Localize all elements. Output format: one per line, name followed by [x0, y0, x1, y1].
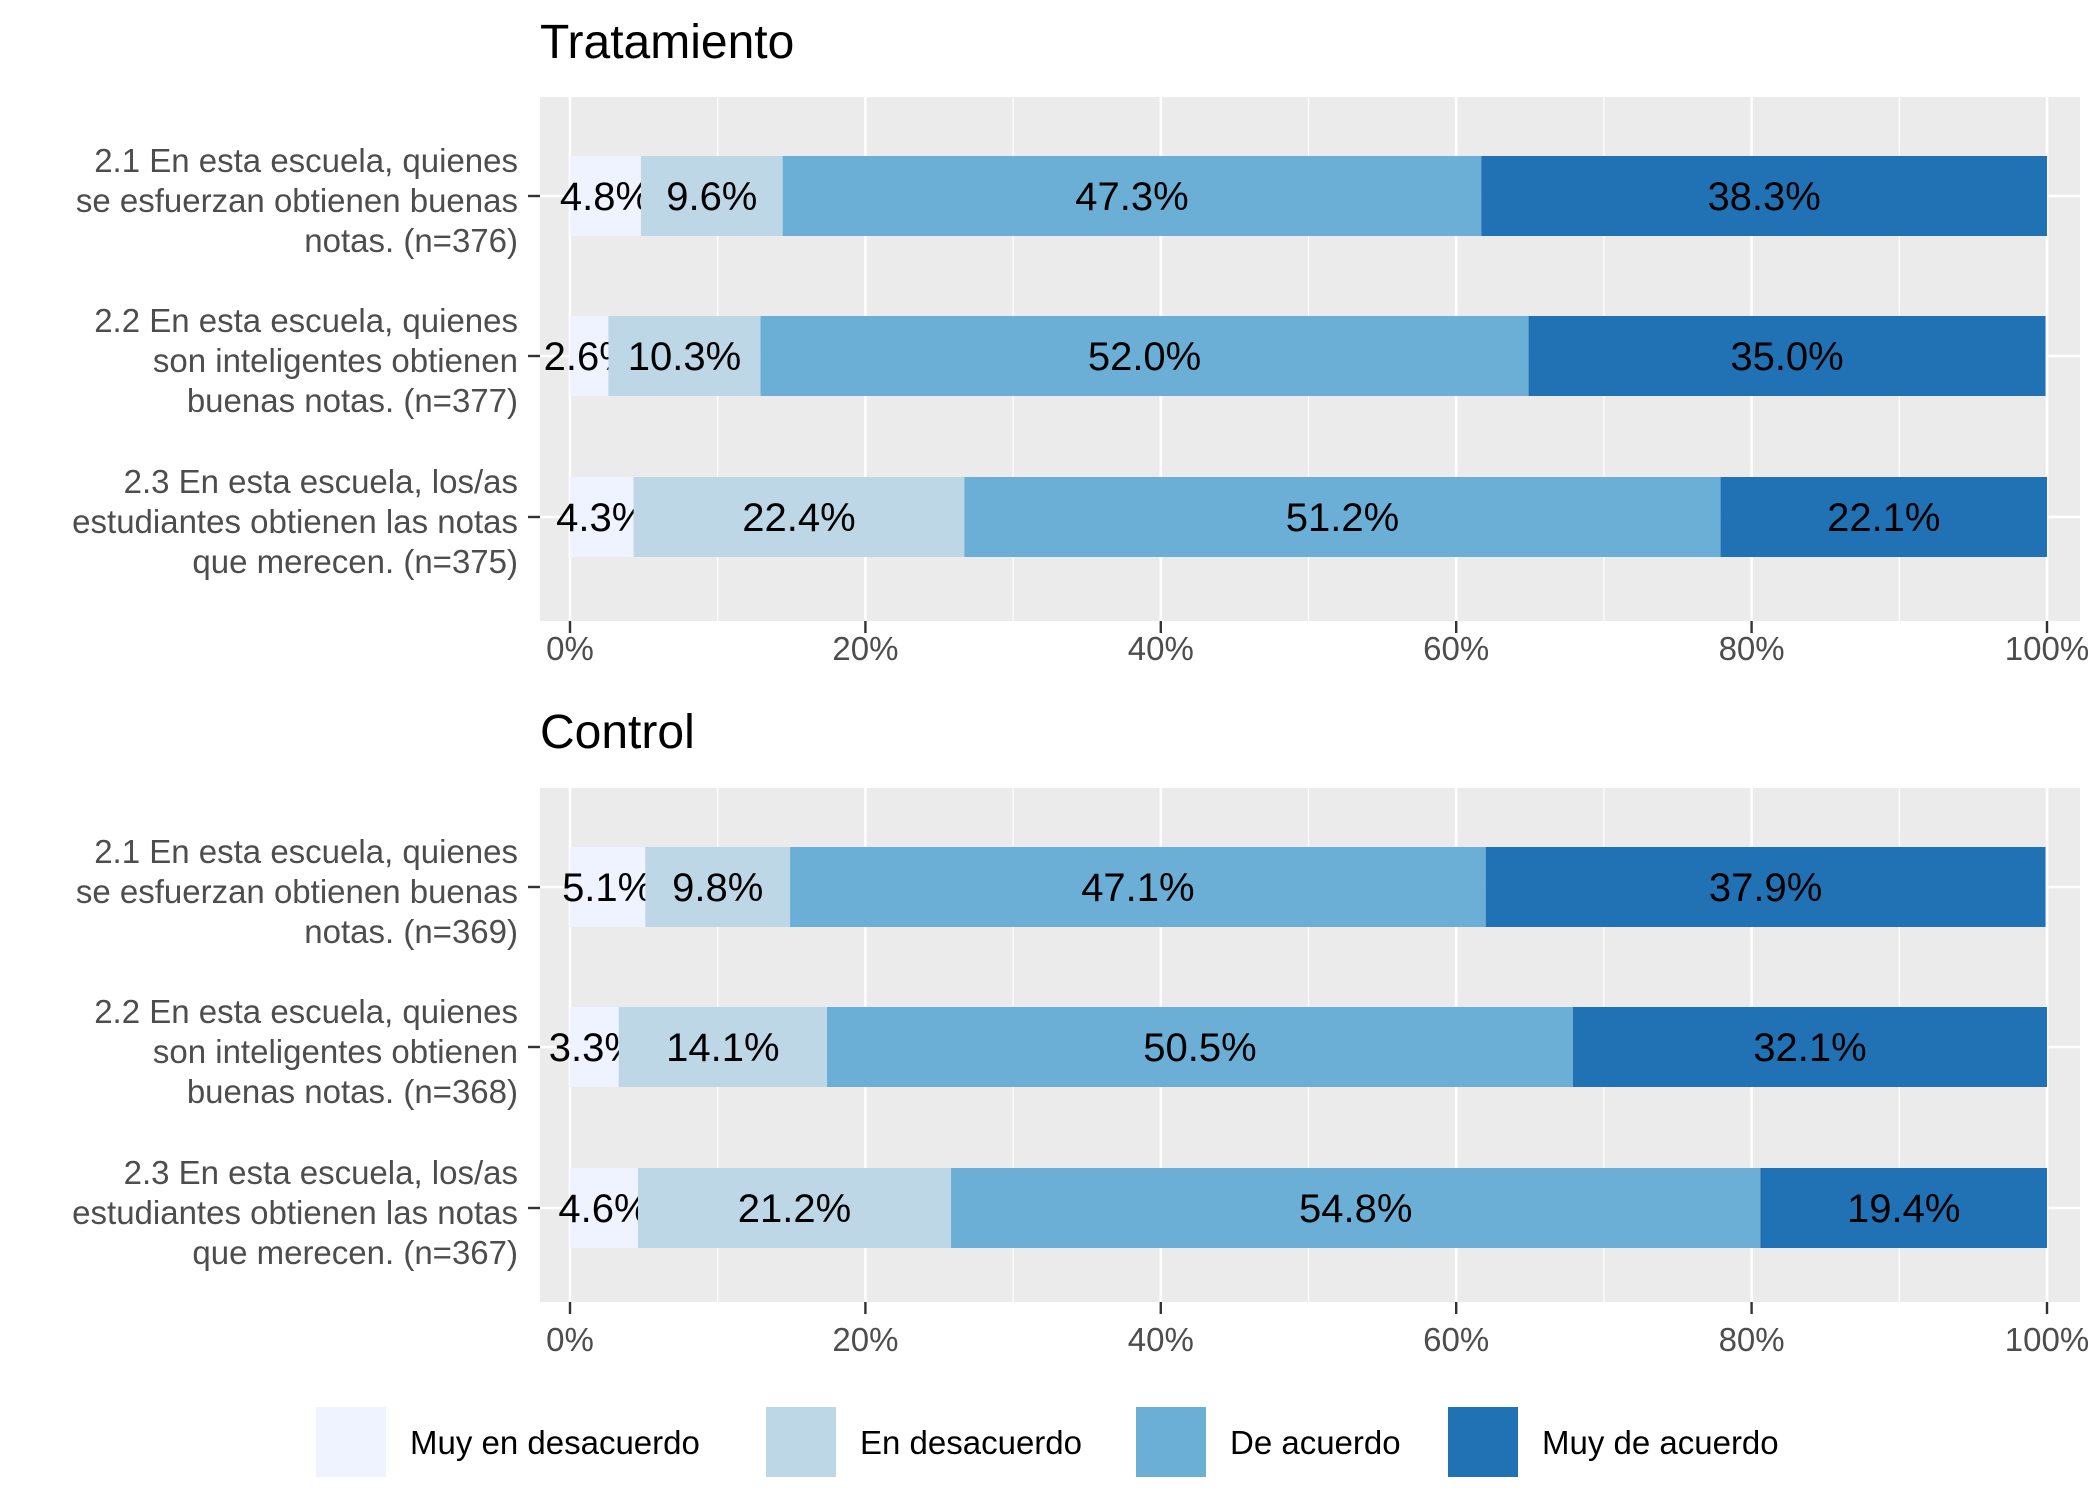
x-tick-label: 0% [546, 630, 594, 667]
data-label: 9.6% [666, 175, 757, 219]
bar-segment [570, 1168, 638, 1248]
legend-swatch [1446, 1405, 1520, 1479]
bar-segment [618, 1007, 827, 1087]
y-tick-label: 2.1 En esta escuela, quienes [94, 833, 518, 870]
y-tick-label: son inteligentes obtienen [153, 1033, 518, 1070]
legend-label: De acuerdo [1230, 1424, 1401, 1461]
bar-segment [790, 847, 1486, 927]
bar-segment [570, 156, 641, 236]
y-tick-label: 2.3 En esta escuela, los/as [124, 1154, 518, 1191]
data-label: 5.1% [562, 866, 653, 910]
bar-segment [640, 156, 783, 236]
bar-segment [608, 316, 761, 396]
data-label: 52.0% [1088, 335, 1201, 379]
bar-segment [782, 156, 1482, 236]
x-tick-label: 20% [832, 630, 898, 667]
data-label: 50.5% [1143, 1026, 1256, 1070]
legend-swatch [314, 1405, 388, 1479]
y-tick-label: buenas notas. (n=377) [187, 382, 518, 419]
y-tick-label: 2.2 En esta escuela, quienes [94, 993, 518, 1030]
legend-swatch [1134, 1405, 1208, 1479]
data-label: 4.8% [560, 175, 651, 219]
bar-segment [1481, 156, 2047, 236]
data-label: 19.4% [1847, 1187, 1960, 1231]
x-tick-label: 100% [2005, 1321, 2089, 1358]
bar-segment [826, 1007, 1573, 1087]
x-tick-label: 0% [546, 1321, 594, 1358]
bar-segment [951, 1168, 1761, 1248]
panel-control: Control 5.1% 9.8% 47.1% 37.9% 2.1 En esta esc… [72, 706, 2089, 1358]
y-tick-label: estudiantes obtienen las notas [72, 1194, 518, 1231]
data-label: 37.9% [1709, 866, 1822, 910]
data-label: 9.8% [672, 866, 763, 910]
x-tick-label: 40% [1128, 1321, 1194, 1358]
y-tick-label: buenas notas. (n=368) [187, 1073, 518, 1110]
y-tick-label: se esfuerzan obtienen buenas [76, 182, 518, 219]
panel-title: Tratamiento [540, 16, 794, 69]
y-tick-label: 2.3 En esta escuela, los/as [124, 463, 518, 500]
legend-label: En desacuerdo [860, 1424, 1082, 1461]
x-tick-label: 80% [1719, 630, 1785, 667]
bar-segment [645, 847, 791, 927]
y-tick-label: notas. (n=369) [304, 913, 518, 950]
data-label: 4.3% [556, 496, 647, 540]
data-label: 38.3% [1707, 175, 1820, 219]
data-label: 47.1% [1081, 866, 1194, 910]
bar-segment [570, 477, 634, 557]
x-tick-label: 60% [1423, 630, 1489, 667]
data-label: 21.2% [738, 1187, 851, 1231]
data-label: 35.0% [1730, 335, 1843, 379]
data-label: 22.4% [742, 496, 855, 540]
y-tick-label: que merecen. (n=367) [192, 1234, 518, 1271]
data-label: 32.1% [1753, 1026, 1866, 1070]
bar-segment [1485, 847, 2046, 927]
y-tick-label: son inteligentes obtienen [153, 342, 518, 379]
bar-segment [760, 316, 1529, 396]
data-label: 22.1% [1827, 496, 1940, 540]
data-label: 14.1% [666, 1026, 779, 1070]
x-tick-label: 60% [1423, 1321, 1489, 1358]
bar-segment [1572, 1007, 2047, 1087]
bar-segment [1760, 1168, 2047, 1248]
legend: Muy en desacuerdo En desacuerdo De acuerdo… [314, 1405, 1779, 1479]
panel-tratamiento: Tratamiento 4.8% 9.6% 47.3% 38.3% 2.1 En esta… [72, 16, 2089, 667]
data-label: 10.3% [628, 335, 741, 379]
bar-segment [633, 477, 965, 557]
data-label: 54.8% [1299, 1187, 1412, 1231]
data-label: 4.6% [558, 1187, 649, 1231]
data-label: 51.2% [1286, 496, 1399, 540]
x-tick-label: 40% [1128, 630, 1194, 667]
bar-segment [570, 1007, 619, 1087]
data-label: 47.3% [1075, 175, 1188, 219]
y-tick-label: que merecen. (n=375) [192, 543, 518, 580]
legend-label: Muy en desacuerdo [410, 1424, 700, 1461]
x-tick-label: 20% [832, 1321, 898, 1358]
legend-label: Muy de acuerdo [1542, 1424, 1779, 1461]
y-tick-label: 2.2 En esta escuela, quienes [94, 302, 518, 339]
x-tick-label: 80% [1719, 1321, 1785, 1358]
bar-segment [1528, 316, 2046, 396]
y-tick-label: notas. (n=376) [304, 222, 518, 259]
y-tick-label: estudiantes obtienen las notas [72, 503, 518, 540]
bar-segment [1720, 477, 2047, 557]
bar-segment [637, 1168, 952, 1248]
x-tick-label: 100% [2005, 630, 2089, 667]
y-tick-label: 2.1 En esta escuela, quienes [94, 142, 518, 179]
bar-segment [964, 477, 1721, 557]
panel-title: Control [540, 706, 695, 759]
y-tick-label: se esfuerzan obtienen buenas [76, 873, 518, 910]
legend-swatch [764, 1405, 838, 1479]
bar-segment [570, 847, 646, 927]
bar-segment [570, 316, 609, 396]
